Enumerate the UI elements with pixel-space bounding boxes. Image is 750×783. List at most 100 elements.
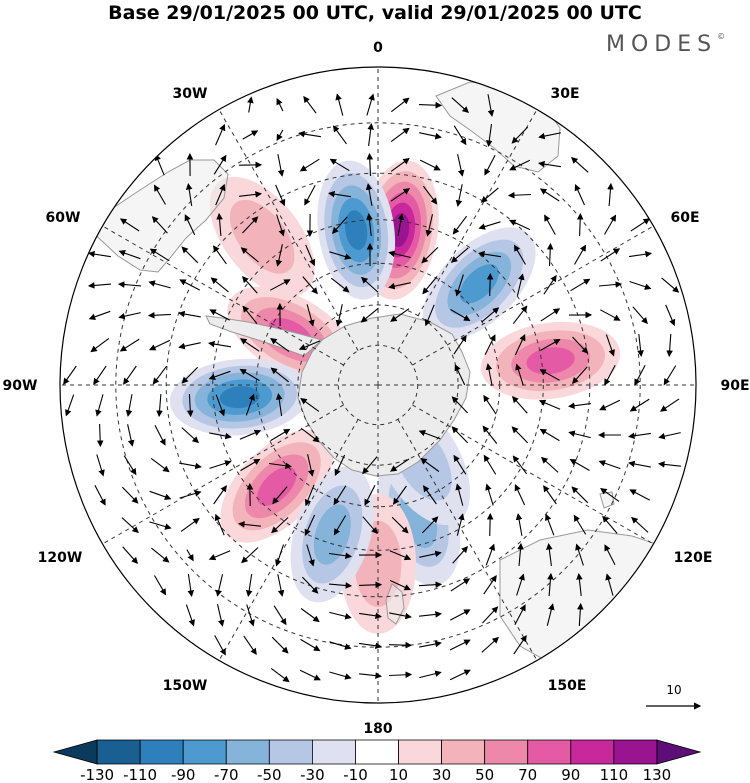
wind-vector [569, 458, 590, 471]
wind-vector [329, 251, 352, 260]
colorbar-tick-label: -70 [214, 766, 239, 783]
wind-vector [303, 95, 317, 114]
lon-label-60w: 60W [46, 210, 81, 226]
wind-vector [630, 218, 651, 232]
lon-label-150w: 150W [163, 678, 208, 694]
wind-vector [187, 393, 194, 418]
wind-vector [422, 276, 438, 295]
wind-vector [245, 574, 253, 597]
wind-vector [517, 542, 524, 567]
wind-vector [605, 573, 614, 596]
wind-vector [214, 635, 226, 656]
wind-vector [539, 369, 560, 381]
anomaly-cell [220, 429, 334, 543]
wind-vector [481, 636, 500, 653]
wind-vector [88, 310, 111, 320]
wind-vector [149, 339, 171, 351]
wind-vector [304, 185, 316, 206]
wind-vector [576, 212, 584, 237]
wind-vector [362, 456, 378, 475]
wind-vector [332, 125, 347, 145]
colorbar-swatch [441, 739, 486, 765]
wind-vector [63, 365, 77, 385]
wind-vector [543, 274, 557, 295]
wind-vector [485, 363, 493, 386]
wind-vector [509, 219, 531, 231]
wind-vector [389, 458, 410, 472]
wind-vector [574, 244, 587, 265]
wind-vector [117, 281, 142, 288]
brand-logo: MODES© [606, 31, 726, 57]
wind-vector [546, 543, 553, 566]
wind-vector [275, 184, 286, 207]
wind-vector [544, 214, 556, 235]
lon-label-90w: 90W [3, 378, 38, 394]
wind-vector [300, 397, 320, 412]
wind-vector [300, 638, 321, 652]
wind-vector [604, 214, 617, 235]
colorbar-tick-label: 50 [475, 766, 494, 783]
wind-vector [665, 304, 676, 327]
wind-vector [123, 455, 137, 476]
wind-vector [359, 642, 382, 650]
map-title: Base 29/01/2025 00 UTC, valid 29/01/2025… [108, 2, 642, 24]
wind-vector [455, 184, 463, 207]
wind-vector [602, 515, 618, 534]
wind-vector [511, 126, 529, 144]
wind-vector [571, 366, 588, 385]
wind-vector [451, 97, 470, 114]
wind-vector [390, 127, 410, 143]
wind-vector [118, 250, 141, 260]
wind-vector [604, 544, 616, 566]
wind-vector [629, 398, 650, 412]
wind-vector [419, 611, 442, 618]
wind-vector [540, 339, 561, 351]
wind-vector [180, 517, 200, 532]
new-zealand-landmass [385, 583, 405, 625]
wind-vector [277, 154, 285, 177]
wind-vector [637, 334, 644, 357]
wind-vector [485, 124, 493, 147]
colorbar: -130 -110 -90 -70 -50 -30 -10 10 30 50 70 90 110 130 [52, 739, 702, 783]
wind-vector [95, 394, 104, 417]
wind-vector [184, 214, 196, 236]
wind-vector [513, 634, 527, 655]
colorbar-tick-label: -30 [300, 766, 325, 783]
wind-vector [392, 485, 407, 505]
wind-vector [238, 521, 261, 528]
wind-vector [449, 639, 471, 651]
wind-vector [421, 247, 439, 264]
wind-vector [246, 604, 255, 627]
south-america-landmass [87, 159, 229, 273]
wind-vector [240, 247, 259, 263]
wind-vector [329, 552, 352, 560]
wind-vector [573, 514, 587, 535]
wind-vector [455, 274, 464, 297]
wind-vector [215, 123, 226, 146]
wind-vector [216, 604, 225, 627]
wind-vector [276, 214, 285, 237]
map-disc [60, 67, 696, 703]
wind-vector [572, 336, 589, 354]
wind-vector [241, 275, 258, 294]
wind-vector [360, 307, 379, 323]
colorbar-swatch [311, 739, 356, 765]
wind-vector [328, 582, 353, 589]
wind-vector [149, 248, 170, 262]
wind-vector [451, 396, 468, 414]
colorbar-tick-label: -90 [171, 766, 196, 783]
wind-vector [208, 370, 231, 380]
wind-vector [418, 429, 441, 440]
wind-vector [208, 340, 231, 348]
colorbar-tick-label: -110 [123, 766, 157, 783]
wind-vector [299, 669, 321, 681]
wind-vector [302, 276, 318, 295]
wind-vector [119, 218, 140, 232]
meridian-line [412, 404, 654, 545]
wind-vector [607, 182, 614, 207]
wind-vector [239, 191, 262, 198]
wind-vector [208, 550, 231, 561]
wind-vector [304, 484, 315, 507]
wind-vector [422, 485, 437, 505]
latitude-circle [212, 219, 544, 551]
